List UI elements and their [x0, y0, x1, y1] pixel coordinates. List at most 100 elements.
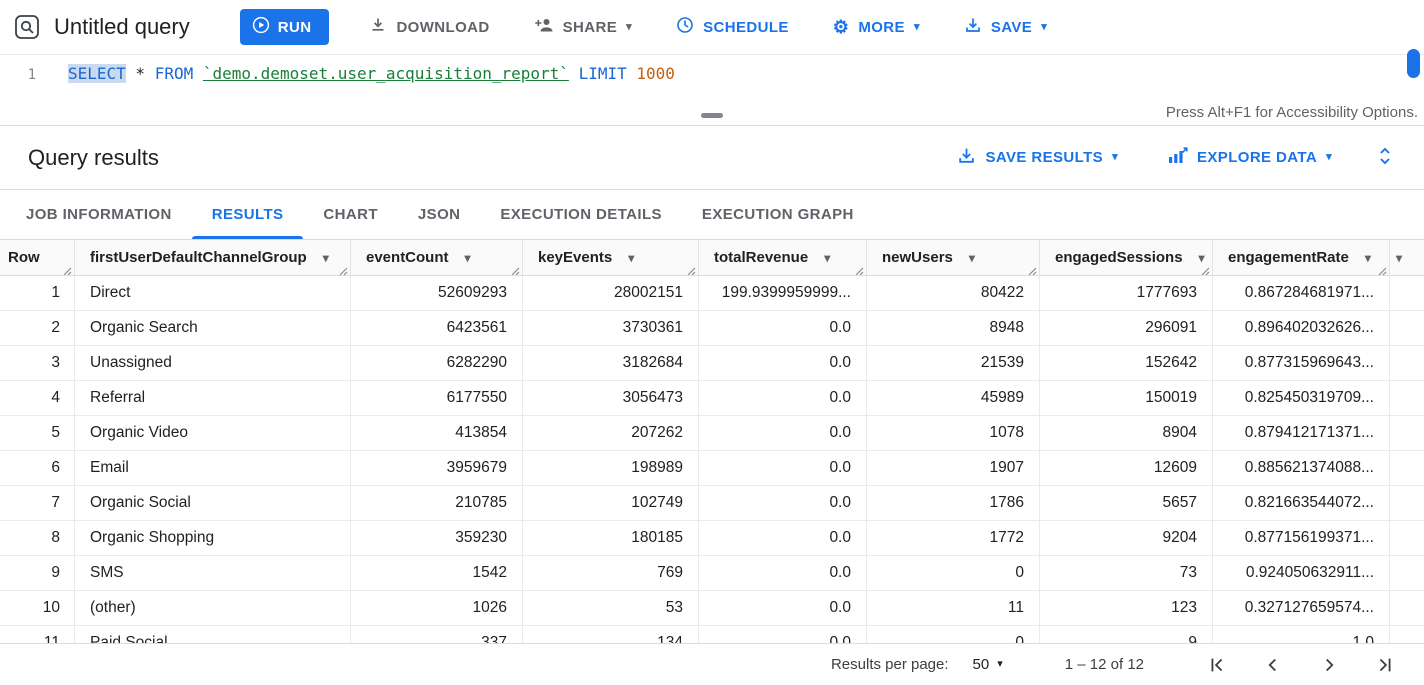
sql-token-keyword: LIMIT: [578, 64, 627, 83]
sort-caret-icon[interactable]: ▾: [1396, 250, 1403, 265]
cell-channel: Referral: [75, 381, 351, 415]
sort-caret-icon[interactable]: ▾: [968, 250, 975, 265]
sql-editor[interactable]: 1 SELECT * FROM `demo.demoset.user_acqui…: [0, 49, 1424, 126]
cell-row: 4: [0, 381, 75, 415]
sort-caret-icon[interactable]: ▾: [1198, 250, 1205, 265]
column-resize-handle[interactable]: [1028, 263, 1037, 275]
column-resize-handle[interactable]: [511, 263, 520, 275]
cell-eventCount: 6423561: [351, 311, 523, 345]
first-page-button[interactable]: [1204, 652, 1230, 678]
download-button[interactable]: DOWNLOAD: [365, 10, 493, 44]
cell-engagementRate: 0.877156199371...: [1213, 521, 1390, 555]
column-resize-handle[interactable]: [1378, 263, 1387, 275]
cell-partial: [1390, 381, 1424, 415]
editor-scrollbar-thumb[interactable]: [1407, 49, 1420, 78]
cell-totalRevenue: 0.0: [699, 486, 867, 520]
tab-execution-graph[interactable]: EXECUTION GRAPH: [701, 206, 854, 223]
cell-newUsers: 11: [867, 591, 1040, 625]
cell-eventCount: 1542: [351, 556, 523, 590]
explore-data-button[interactable]: EXPLORE DATA ▾: [1166, 141, 1334, 174]
cell-row: 2: [0, 311, 75, 345]
column-header-newUsers[interactable]: newUsers ▾: [867, 240, 1040, 275]
cell-row: 1: [0, 276, 75, 310]
tab-chart[interactable]: CHART: [323, 206, 378, 223]
more-button[interactable]: ⚙ MORE ▾: [829, 12, 924, 42]
column-header-partial[interactable]: ▾: [1390, 240, 1424, 275]
cell-keyEvents: 53: [523, 591, 699, 625]
accessibility-hint: Press Alt+F1 for Accessibility Options.: [1165, 104, 1418, 121]
cell-engagedSessions: 12609: [1040, 451, 1213, 485]
table-row: 1 Direct 52609293 28002151 199.9399959999...…: [0, 276, 1424, 311]
column-header-engagementRate[interactable]: engagementRate ▾: [1213, 240, 1390, 275]
column-label: eventCount: [366, 249, 449, 266]
cell-channel: Email: [75, 451, 351, 485]
cell-eventCount: 359230: [351, 521, 523, 555]
cell-totalRevenue: 0.0: [699, 381, 867, 415]
sort-caret-icon[interactable]: ▾: [1364, 250, 1371, 265]
tab-results[interactable]: RESULTS: [191, 190, 304, 239]
column-header-totalRevenue[interactable]: totalRevenue ▾: [699, 240, 867, 275]
sort-caret-icon[interactable]: ▾: [628, 250, 635, 265]
cell-totalRevenue: 0.0: [699, 311, 867, 345]
column-header-eventCount[interactable]: eventCount ▾: [351, 240, 523, 275]
sort-caret-icon[interactable]: ▾: [464, 250, 471, 265]
share-button[interactable]: SHARE ▾: [530, 11, 636, 43]
next-page-button[interactable]: [1316, 652, 1342, 678]
cell-row: 3: [0, 346, 75, 380]
column-resize-handle[interactable]: [339, 263, 348, 275]
cell-engagedSessions: 150019: [1040, 381, 1213, 415]
save-results-button[interactable]: SAVE RESULTS ▾: [955, 140, 1120, 175]
column-resize-handle[interactable]: [1201, 263, 1210, 275]
tab-job-information[interactable]: JOB INFORMATION: [26, 206, 172, 223]
cell-channel: SMS: [75, 556, 351, 590]
run-icon: [252, 16, 270, 38]
save-label: SAVE: [990, 18, 1033, 36]
previous-page-button[interactable]: [1260, 652, 1286, 678]
cell-partial: [1390, 556, 1424, 590]
cell-engagementRate: 0.821663544072...: [1213, 486, 1390, 520]
cell-engagedSessions: 9204: [1040, 521, 1213, 555]
column-resize-handle[interactable]: [687, 263, 696, 275]
column-header-keyEvents[interactable]: keyEvents ▾: [523, 240, 699, 275]
query-results-header: Query results SAVE RESULTS ▾ EXPLORE DAT…: [0, 126, 1424, 190]
sql-token-plain: [627, 64, 637, 83]
query-title: Untitled query: [54, 14, 190, 39]
cell-newUsers: 0: [867, 556, 1040, 590]
pane-resize-handle[interactable]: [701, 113, 723, 118]
cell-totalRevenue: 0.0: [699, 416, 867, 450]
cell-engagedSessions: 8904: [1040, 416, 1213, 450]
cell-row: 9: [0, 556, 75, 590]
first-page-icon: [1211, 658, 1223, 671]
last-page-button[interactable]: [1372, 652, 1398, 678]
cell-newUsers: 80422: [867, 276, 1040, 310]
sort-caret-icon[interactable]: ▾: [824, 250, 831, 265]
caret-down-icon: ▾: [1041, 20, 1048, 33]
cell-engagementRate: 0.327127659574...: [1213, 591, 1390, 625]
column-header-channel[interactable]: firstUserDefaultChannelGroup ▾: [75, 240, 351, 275]
caret-down-icon: ▾: [1326, 151, 1332, 163]
column-header-engagedSessions[interactable]: engagedSessions ▾: [1040, 240, 1213, 275]
expand-results-button[interactable]: [1374, 143, 1396, 172]
save-button[interactable]: SAVE ▾: [960, 10, 1051, 44]
cell-partial: [1390, 311, 1424, 345]
tab-json[interactable]: JSON: [417, 206, 461, 223]
column-resize-handle[interactable]: [855, 263, 864, 275]
tab-execution-details[interactable]: EXECUTION DETAILS: [500, 206, 662, 223]
results-per-page-select[interactable]: 50 ▾: [973, 656, 1003, 673]
save-icon: [964, 16, 982, 38]
sql-code-line[interactable]: SELECT * FROM `demo.demoset.user_acquisi…: [68, 62, 675, 100]
column-header-row[interactable]: Row: [0, 240, 75, 275]
column-label: engagedSessions: [1055, 249, 1183, 266]
sort-caret-icon[interactable]: ▾: [322, 250, 329, 265]
run-button[interactable]: RUN: [239, 9, 330, 45]
schedule-button[interactable]: SCHEDULE: [672, 10, 793, 44]
cell-engagementRate: 0.896402032626...: [1213, 311, 1390, 345]
cell-totalRevenue: 0.0: [699, 451, 867, 485]
cell-eventCount: 413854: [351, 416, 523, 450]
cell-eventCount: 337: [351, 626, 523, 643]
cell-totalRevenue: 0.0: [699, 626, 867, 643]
column-resize-handle[interactable]: [63, 263, 72, 275]
cell-keyEvents: 3730361: [523, 311, 699, 345]
explore-data-icon: [1168, 147, 1188, 168]
query-results-title: Query results: [28, 144, 159, 170]
